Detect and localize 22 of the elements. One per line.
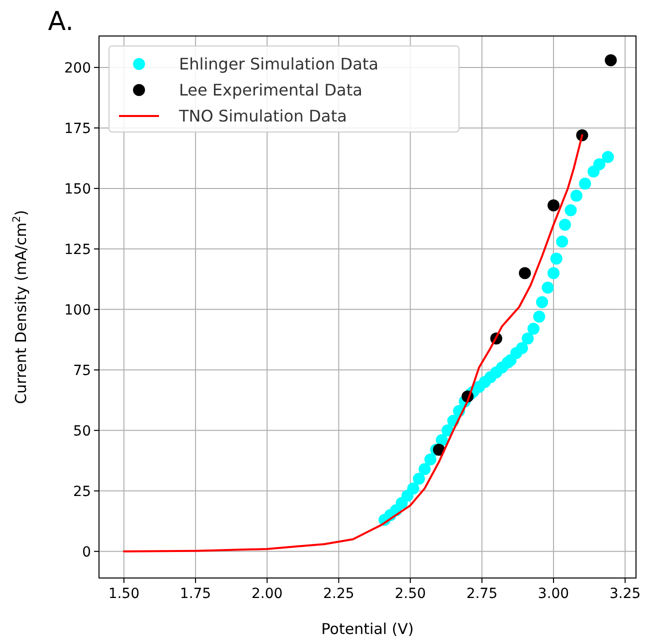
- legend-label: Lee Experimental Data: [179, 80, 362, 100]
- x-tick-label: 3.00: [538, 586, 570, 602]
- y-tick-label: 25: [73, 484, 91, 500]
- y-tick-label: 75: [73, 362, 91, 379]
- x-tick-label: 2.25: [323, 586, 354, 602]
- x-tick-label: 2.50: [394, 586, 426, 602]
- y-tick-label: 50: [73, 423, 91, 440]
- chart-title: A.: [48, 7, 74, 37]
- y-tick-label: 200: [64, 60, 91, 76]
- y-tick-label: 100: [64, 302, 91, 318]
- legend-label: Ehlinger Simulation Data: [179, 54, 378, 74]
- x-tick-label: 2.00: [252, 586, 283, 602]
- x-tick-label: 1.50: [108, 586, 140, 602]
- x-tick-label: 3.25: [610, 586, 641, 602]
- x-tick-label: 1.75: [180, 586, 212, 602]
- legend-label: TNO Simulation Data: [178, 106, 347, 126]
- y-tick-label: 125: [64, 242, 91, 258]
- x-axis-title: Potential (V): [321, 620, 414, 638]
- x-tick-label: 2.75: [466, 586, 498, 602]
- y-tick-label: 175: [64, 120, 91, 137]
- y-tick-label: 150: [64, 181, 91, 198]
- y-tick-label: 0: [82, 544, 91, 560]
